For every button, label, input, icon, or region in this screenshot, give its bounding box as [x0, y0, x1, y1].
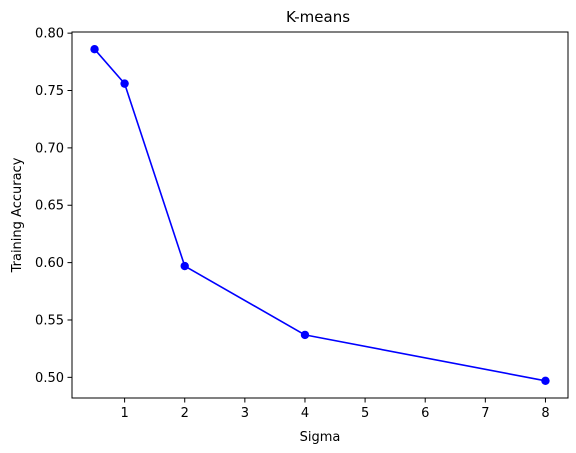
- y-tick-label: 0.60: [35, 256, 64, 271]
- x-tick-label: 1: [120, 406, 128, 421]
- chart-title: K-means: [286, 8, 350, 26]
- data-point: [541, 376, 550, 385]
- y-axis: 0.50 0.55 0.60 0.65 0.70 0.75 0.80: [35, 27, 72, 386]
- data-point: [300, 330, 310, 340]
- series-line: [93, 48, 546, 382]
- y-tick-label: 0.75: [35, 84, 64, 99]
- x-axis: 1 2 3 4 5 6 7 8: [120, 398, 550, 421]
- data-point: [180, 261, 189, 271]
- x-tick-label: 7: [481, 406, 489, 421]
- x-tick-label: 8: [541, 406, 549, 421]
- series-layer: [90, 45, 550, 385]
- y-tick-label: 0.70: [35, 141, 64, 156]
- plot-area: [71, 31, 569, 399]
- x-tick-label: 6: [421, 406, 429, 421]
- x-tick-label: 3: [241, 406, 249, 421]
- y-axis-label: Training Accuracy: [10, 157, 25, 273]
- x-tick-label: 5: [361, 406, 369, 421]
- x-axis-label: Sigma: [300, 430, 341, 445]
- data-point: [90, 45, 99, 54]
- y-tick-label: 0.50: [35, 371, 64, 386]
- y-tick-label: 0.55: [35, 313, 64, 328]
- y-tick-label: 0.80: [35, 27, 64, 42]
- data-point: [120, 79, 129, 88]
- y-tick-label: 0.65: [35, 199, 64, 214]
- x-tick-label: 4: [301, 406, 309, 421]
- x-tick-label: 2: [181, 406, 189, 421]
